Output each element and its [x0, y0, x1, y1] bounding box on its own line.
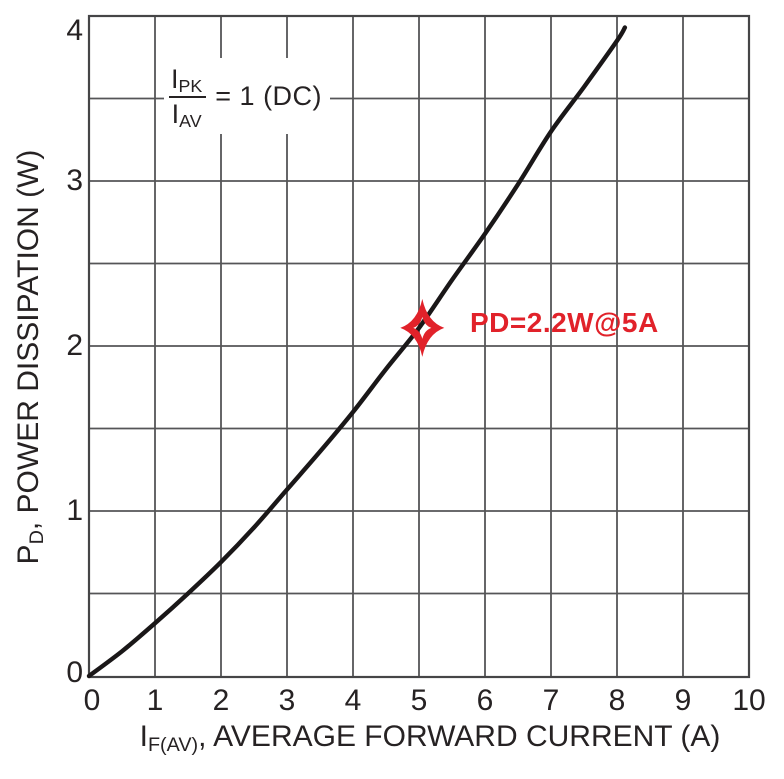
condition-value: = 1 (DC) [215, 80, 323, 111]
x-tick-label: 7 [542, 684, 560, 717]
condition-annotation: IPK IAV = 1 (DC) [164, 58, 331, 134]
x-tick-label: 3 [278, 684, 296, 717]
x-tick-label: 8 [608, 684, 626, 717]
x-tick-label: 9 [674, 684, 692, 717]
fraction-numerator: IPK [169, 64, 207, 98]
x-axis-title: IF(AV), AVERAGE FORWARD CURRENT (A) [139, 720, 721, 756]
plot-border [87, 14, 751, 679]
x-tick-label: 0 [83, 684, 101, 717]
x-tick-label: 5 [410, 684, 428, 717]
condition-fraction: IPK IAV [169, 64, 207, 132]
x-tick-label: 1 [146, 684, 164, 717]
plot-area [86, 14, 751, 679]
data-point-star-icon [400, 298, 445, 357]
y-tick-label: 1 [66, 494, 83, 527]
y-tick-label: 4 [66, 14, 83, 47]
x-tick-label: 2 [212, 684, 230, 717]
y-tick-label: 3 [66, 164, 83, 197]
x-tick-label: 10 [732, 684, 766, 717]
x-tick-label: 4 [344, 684, 362, 717]
power-dissipation-curve [86, 25, 628, 679]
x-tick-label: 6 [476, 684, 494, 717]
y-tick-label: 0 [66, 656, 83, 689]
y-axis-title: PD, POWER DISSIPATION (W) [12, 149, 48, 565]
data-point-callout: PD=2.2W@5A [470, 307, 659, 338]
y-tick-label: 2 [66, 329, 83, 362]
fraction-denominator: IAV [171, 99, 202, 132]
